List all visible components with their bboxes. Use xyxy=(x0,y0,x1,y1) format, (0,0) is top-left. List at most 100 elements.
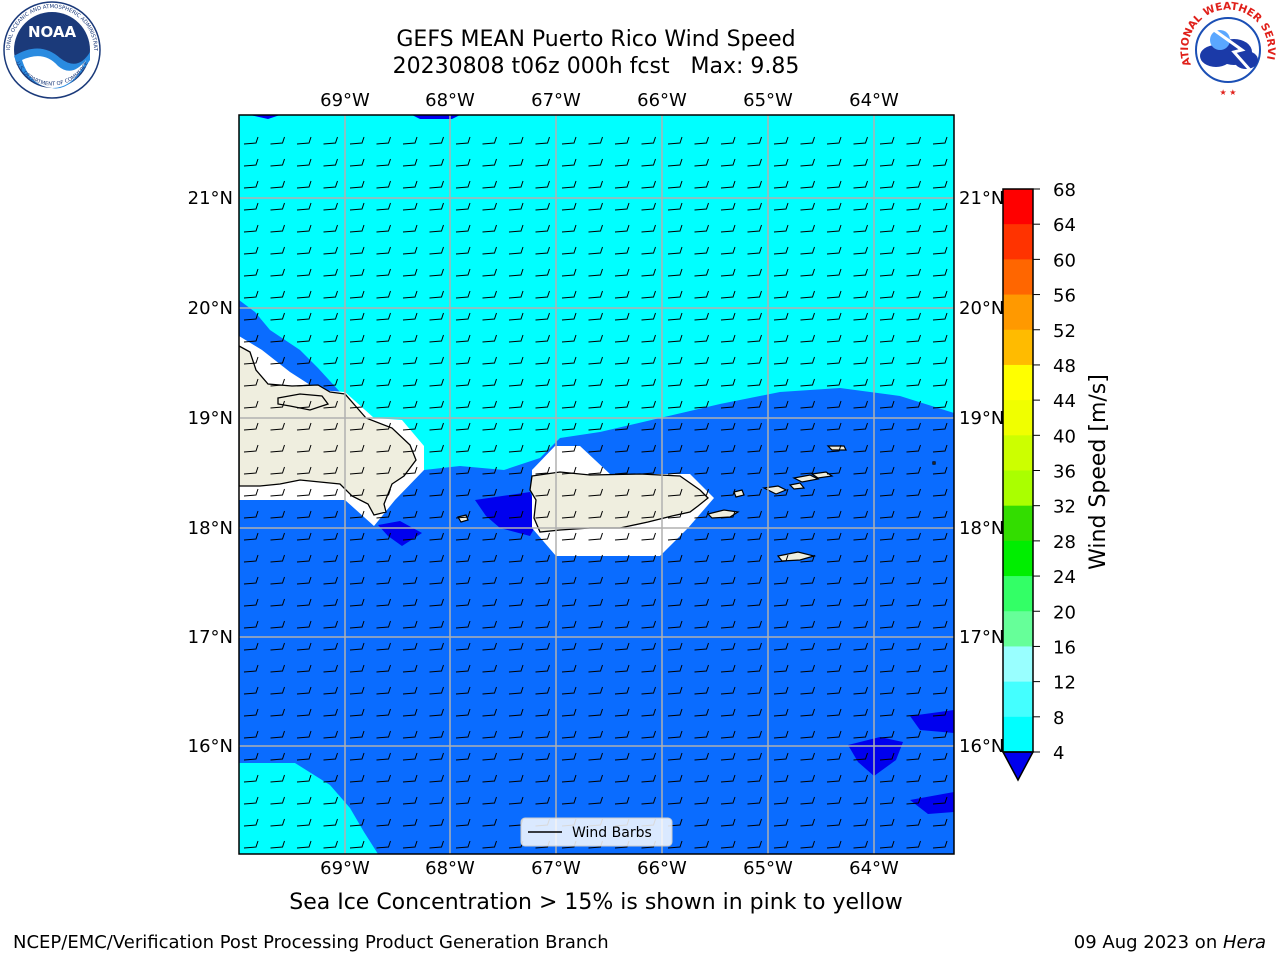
wind-barb xyxy=(614,532,630,541)
wind-barb xyxy=(826,180,842,189)
wind-barb xyxy=(906,356,921,365)
colorbar-tick-label: 64 xyxy=(1053,215,1076,236)
wind-barb xyxy=(323,444,338,453)
wind-barb xyxy=(270,136,285,145)
wind-barb xyxy=(879,378,895,387)
wind-barb xyxy=(694,730,709,739)
wind-barb xyxy=(720,796,736,805)
sombrero-islet xyxy=(932,461,936,465)
wind-barb xyxy=(747,268,762,277)
wind-barb xyxy=(270,202,285,211)
wind-barb xyxy=(641,796,656,805)
wind-barb xyxy=(747,774,762,783)
wind-barb xyxy=(588,642,603,651)
wind-barb xyxy=(349,488,365,497)
wind-barb xyxy=(455,642,471,651)
wind-barb xyxy=(323,708,338,717)
wind-barb xyxy=(429,312,444,321)
wind-barb xyxy=(296,598,312,607)
wind-barb xyxy=(826,268,842,277)
wind-barb xyxy=(508,752,524,761)
wind-barb xyxy=(747,818,762,827)
wind-barb xyxy=(614,730,630,739)
wind-barb xyxy=(482,532,497,541)
wind-barb xyxy=(561,290,577,299)
wind-barb xyxy=(906,840,921,849)
wind-barb xyxy=(535,488,550,497)
wind-barb xyxy=(694,642,709,651)
wind-barb xyxy=(932,730,948,739)
wind-barb xyxy=(508,554,524,563)
wind-barb xyxy=(270,356,285,365)
wind-barb xyxy=(694,224,709,233)
wind-barb xyxy=(270,576,285,585)
wind-barb xyxy=(561,202,577,211)
wind-barb xyxy=(853,224,868,233)
wind-barb xyxy=(641,158,656,167)
wind-barb xyxy=(720,532,736,541)
wind-barb xyxy=(667,796,683,805)
wind-barb xyxy=(296,774,312,783)
footer-left: NCEP/EMC/Verification Post Processing Pr… xyxy=(13,932,609,953)
wind-barb xyxy=(641,730,656,739)
wind-barb xyxy=(932,224,948,233)
wind-band-8-12-southwest xyxy=(239,763,378,854)
wind-barb xyxy=(720,180,736,189)
wind-barb xyxy=(402,642,418,651)
wind-barb xyxy=(826,818,842,827)
wind-barb xyxy=(800,642,815,651)
wind-barb xyxy=(270,290,285,299)
wind-barb xyxy=(694,686,709,695)
wind-barb xyxy=(296,840,312,849)
wind-barb xyxy=(720,620,736,629)
wind-barb xyxy=(535,334,550,343)
wind-barb xyxy=(588,334,603,343)
wind-barb xyxy=(720,642,736,651)
wind-barb xyxy=(296,708,312,717)
wind-barb xyxy=(932,202,948,211)
colorbar-extend-triangle xyxy=(1001,751,1035,782)
wind-barb xyxy=(535,400,550,409)
wind-barb xyxy=(535,774,550,783)
wind-barb xyxy=(402,598,418,607)
wind-barb xyxy=(614,400,630,409)
wind-barb xyxy=(747,840,762,849)
wind-barb xyxy=(349,290,365,299)
wind-barb xyxy=(879,708,895,717)
wind-barb xyxy=(694,378,709,387)
wind-barb xyxy=(826,840,842,849)
wind-barb xyxy=(561,378,577,387)
wind-barb xyxy=(879,752,895,761)
wind-barb xyxy=(429,136,444,145)
wind-barb xyxy=(455,488,471,497)
wind-barb xyxy=(932,290,948,299)
wind-barb xyxy=(879,290,895,299)
wind-barb xyxy=(376,136,391,145)
wind-barb xyxy=(482,290,497,299)
wind-barb xyxy=(747,708,762,717)
wind-band-lt4-se3 xyxy=(910,792,954,814)
wind-barb xyxy=(482,576,497,585)
wind-barb xyxy=(906,136,921,145)
wind-barb xyxy=(826,730,842,739)
wind-barb xyxy=(429,840,444,849)
wind-barb xyxy=(614,664,630,673)
wind-barb xyxy=(826,400,842,409)
wind-barb xyxy=(747,422,762,431)
wind-barb xyxy=(641,378,656,387)
wind-barb xyxy=(482,158,497,167)
wind-barb xyxy=(429,752,444,761)
wind-barb xyxy=(853,334,868,343)
wind-barb xyxy=(614,356,630,365)
wind-barb xyxy=(588,532,603,541)
wind-barb xyxy=(296,752,312,761)
wind-barb xyxy=(667,576,683,585)
wind-barb xyxy=(853,444,868,453)
wind-barb xyxy=(482,356,497,365)
wind-barb xyxy=(853,796,868,805)
wind-barb xyxy=(773,554,789,563)
lat-labels-right: 21°N 20°N 19°N 18°N 17°N 16°N xyxy=(959,188,1004,757)
wind-barb xyxy=(561,268,577,277)
wind-barb xyxy=(694,290,709,299)
wind-barb xyxy=(296,818,312,827)
